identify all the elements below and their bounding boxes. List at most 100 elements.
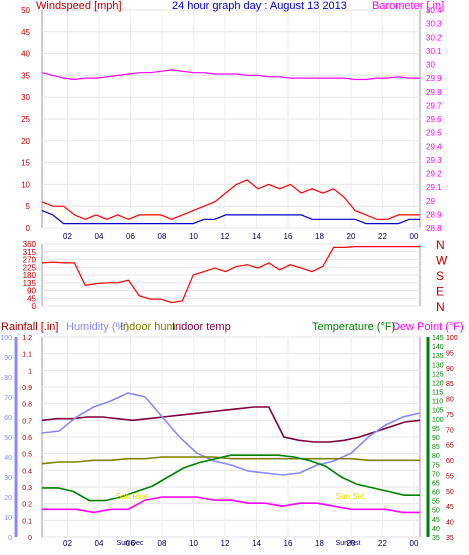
axis-tick-label: 1.1 [22, 352, 32, 359]
axis-tick-label: 50 [4, 435, 12, 442]
barometer-axis-label: Barometer [.in] [372, 0, 444, 12]
axis-tick-label: 95 [446, 350, 454, 357]
axis-tick-label: 100 [432, 417, 444, 424]
sun-annotations: Sun Rise Sun Set Sun Dec Sun Rst [116, 492, 365, 547]
windspeed-axis-label: Windspeed [mph] [36, 0, 122, 12]
axis-tick-label: 80 [432, 453, 440, 460]
direction-grid [42, 243, 420, 307]
barometer-tick-label: 29.1 [426, 183, 442, 192]
axis-tick-label: 120 [432, 380, 444, 387]
windspeed-tick-label: 25 [21, 115, 30, 124]
series-line-indoor-temp [41, 406, 421, 443]
barometer-tick-label: 29 [426, 197, 435, 206]
axis-tick-label: 0.9 [22, 385, 32, 392]
axis-tick-label: 30 [4, 475, 12, 482]
barometer-tick-label: 30.1 [426, 47, 442, 56]
x-tick-label: 08 [158, 232, 167, 241]
axis-tick-label: 135 [432, 353, 444, 360]
axis-tick-label: 10 [4, 515, 12, 522]
x-tick-label: 22 [378, 232, 387, 241]
axis-tick-label: 40 [4, 455, 12, 462]
series-line-barometer-in [41, 69, 420, 81]
x-tick-label: 16 [284, 232, 293, 241]
axis-tick-label: 65 [432, 480, 440, 487]
axis-tick-label: 0 [8, 535, 12, 542]
x-tick-label: 16 [284, 539, 293, 548]
barometer-tick-label: 30.4 [426, 6, 442, 15]
axis-tick-label: 0.5 [22, 452, 32, 459]
axis-tick-label: 80 [446, 397, 454, 404]
series-line-wind-speed [41, 210, 420, 225]
barometer-tick-label: 28.8 [426, 224, 442, 233]
barometer-tick-label: 29.5 [426, 129, 442, 138]
axis-tick-label: 1.2 [22, 335, 32, 342]
dewpoint-axis-label: Dew Point (°F) [392, 321, 464, 333]
barometer-tick-label: 30 [426, 61, 435, 70]
x-tick-label: 02 [63, 539, 72, 548]
direction-tick-label: 315 [23, 248, 37, 257]
axis-tick-label: 0.6 [22, 435, 32, 442]
x-tick-label: 04 [95, 232, 104, 241]
x-tick-label: 02 [63, 232, 72, 241]
axis-tick-label: 0.2 [22, 502, 32, 509]
direction-tick-label: 360 [23, 240, 37, 249]
axis-tick-label: 20 [4, 495, 12, 502]
x-tick-label: 20 [347, 539, 356, 548]
windspeed-axis-ticks: 0 5 10 15 20 25 30 35 40 45 50 [21, 6, 30, 233]
sun-annotation: Sun Rst [336, 540, 361, 547]
axis-tick-label: 0.4 [22, 468, 32, 475]
chart-title: 24 hour graph day : August 13 2013 [172, 0, 347, 12]
axis-tick-label: 115 [432, 390, 443, 397]
axis-tick-label: 70 [4, 395, 12, 402]
axis-tick-label: 80 [4, 375, 12, 382]
x-tick-label: 12 [221, 539, 230, 548]
x-tick-label: 00 [410, 539, 419, 548]
x-tick-label: 10 [189, 232, 198, 241]
direction-tick-label: 0 [32, 302, 37, 311]
compass-label: N [436, 238, 445, 252]
axis-tick-label: 65 [446, 443, 454, 450]
axis-tick-label: 90 [446, 366, 454, 373]
axis-tick-label: 125 [432, 371, 444, 378]
windspeed-tick-label: 45 [21, 28, 30, 37]
axis-tick-label: 55 [446, 473, 454, 480]
wind-series [41, 69, 420, 225]
axis-tick-label: 100 [0, 335, 12, 342]
windspeed-tick-label: 15 [21, 159, 30, 168]
axis-tick-label: 55 [432, 499, 440, 506]
direction-tick-label: 90 [27, 287, 36, 296]
barometer-axis-ticks: 28.8 28.9 29 29.1 29.2 29.3 29.4 29.5 29.6 29.7 29… [426, 6, 442, 233]
barometer-tick-label: 29.4 [426, 142, 442, 151]
series-line-dew-point-f [42, 496, 420, 514]
x-tick-label: 20 [347, 232, 356, 241]
x-tick-label: 00 [410, 232, 419, 241]
sun-annotation: Sun Rise [116, 492, 149, 501]
indoor-temp-legend: Indoor temp [172, 321, 231, 333]
barometer-tick-label: 30.2 [426, 33, 442, 42]
x-tick-label: 18 [315, 539, 324, 548]
axis-tick-label: 35 [446, 535, 454, 542]
x-tick-label: 14 [252, 539, 261, 548]
axis-tick-label: 35 [432, 535, 440, 542]
axis-tick-label: 95 [432, 426, 440, 433]
axis-tick-label: 90 [4, 355, 12, 362]
axis-tick-label: 90 [432, 435, 440, 442]
axis-tick-label: 110 [432, 399, 443, 406]
barometer-tick-label: 29.6 [426, 115, 442, 124]
axis-tick-label: 0.8 [22, 402, 32, 409]
windspeed-tick-label: 40 [21, 50, 30, 59]
axis-tick-label: 130 [432, 362, 444, 369]
axis-tick-label: 0.7 [22, 418, 32, 425]
windspeed-tick-label: 30 [21, 93, 30, 102]
series-line-indoor-hum [41, 456, 420, 465]
rainfall-axis-label: Rainfall [.in] [1, 321, 58, 333]
temperature-axis-label: Temperature (°F) [312, 321, 395, 333]
x-tick-label: 14 [252, 232, 261, 241]
axis-tick-label: 40 [432, 526, 440, 533]
axis-tick-label: 0 [28, 535, 32, 542]
series-line-wind-direction [41, 246, 420, 304]
compass-label: W [436, 254, 448, 268]
barometer-tick-label: 29.3 [426, 156, 442, 165]
